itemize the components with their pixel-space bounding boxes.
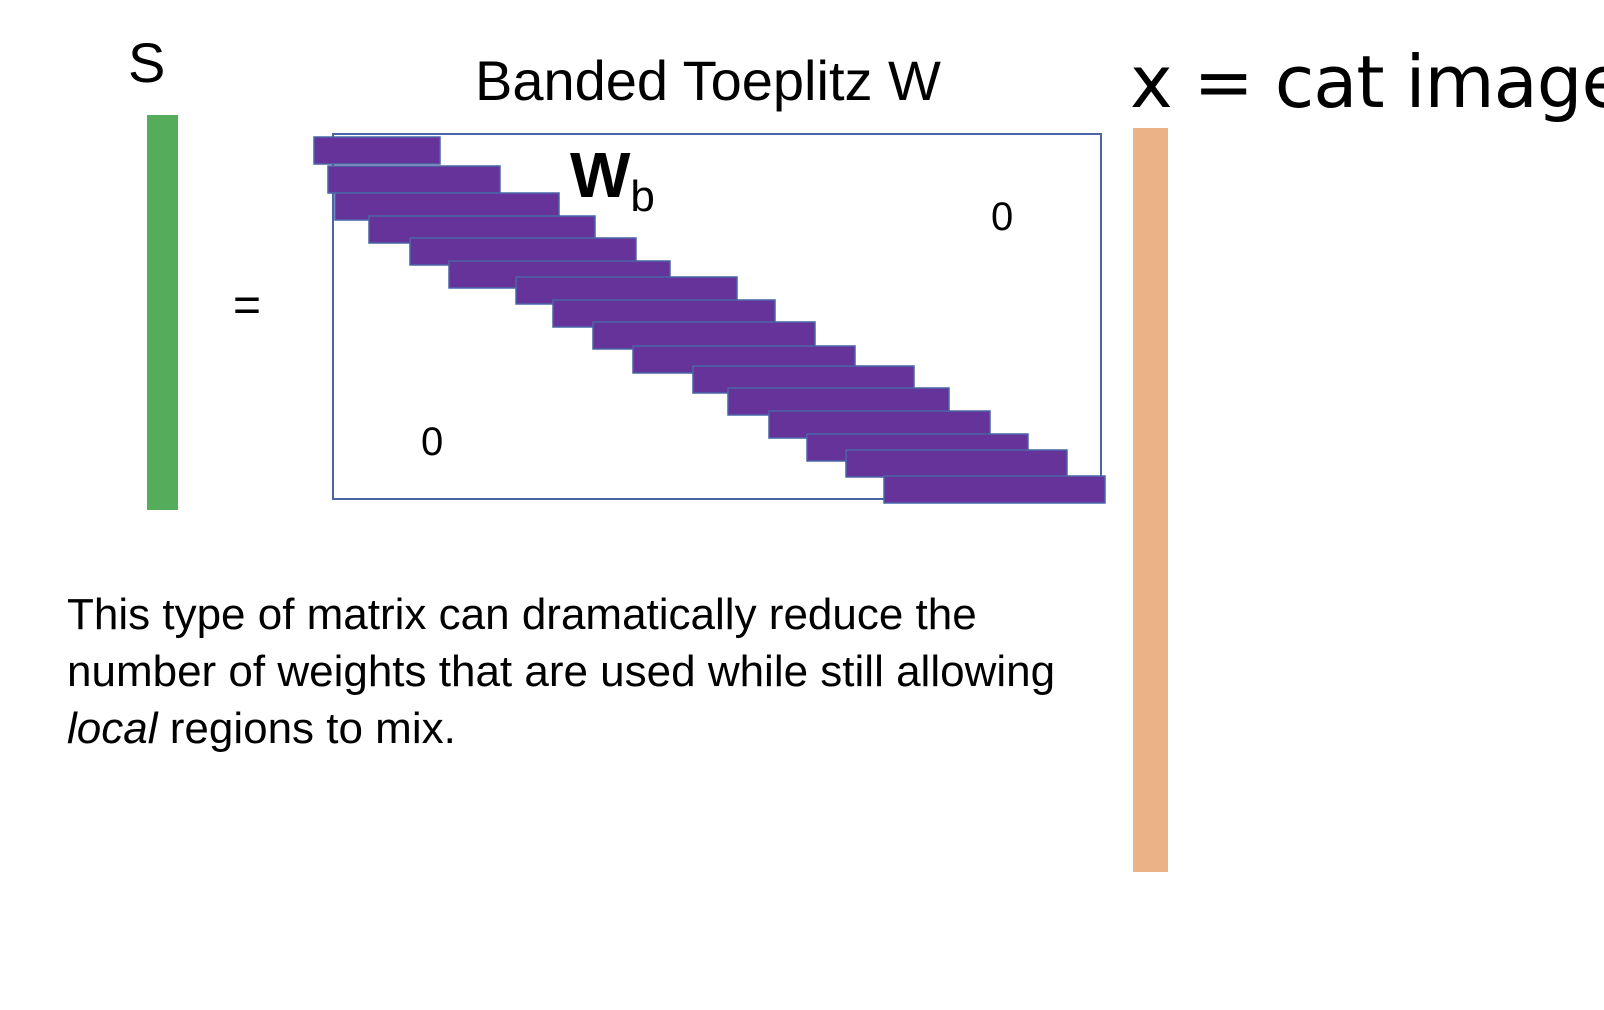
matrix-border [332,133,1102,500]
band-row [845,449,1068,478]
zero-upper: 0 [991,195,1014,239]
zero-lower: 0 [421,420,444,464]
band-row [313,136,441,165]
caption-part2: regions to mix. [157,704,456,753]
x-label: x = cat image [1130,40,1604,124]
s-vector-bar [147,115,178,510]
matrix-title: Banded Toeplitz W [475,49,941,112]
s-label: S [128,31,166,94]
wb-subscript: b [630,172,655,221]
band-row [327,165,501,194]
caption-text: This type of matrix can dramatically red… [67,586,1107,757]
caption-emphasis: local [67,704,158,753]
band-row [883,475,1106,504]
caption-part1: This type of matrix can dramatically red… [67,590,1056,696]
wb-label: Wb [570,138,655,222]
band-rows [313,136,1106,504]
equals-sign: = [233,279,262,332]
wb-main: W [570,139,631,211]
band-row [592,321,816,350]
x-vector-bar [1133,128,1168,872]
